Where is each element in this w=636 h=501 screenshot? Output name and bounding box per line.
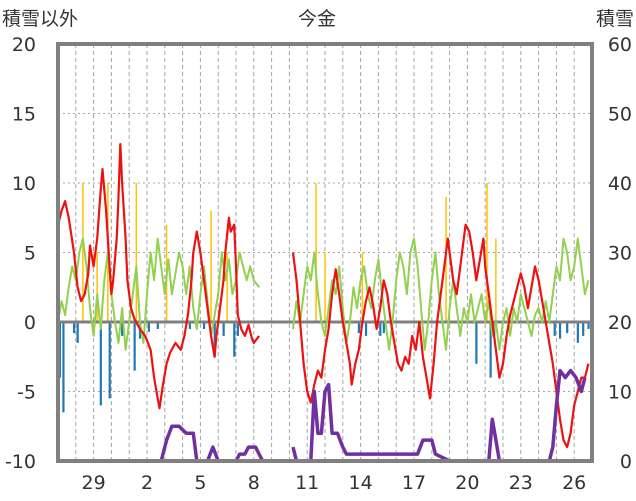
x-tick-label: 8 xyxy=(248,472,260,494)
precipitation-bar xyxy=(364,322,368,336)
x-tick-label: 20 xyxy=(455,472,479,494)
chart-title: 今金 xyxy=(298,8,336,30)
left-tick-label: 20 xyxy=(12,34,36,56)
precipitation-bar xyxy=(582,322,585,336)
x-axis-tick-labels: 29 2 5 8 11 14 17 20 23 26 xyxy=(82,472,587,494)
left-tick-label: 15 xyxy=(12,104,36,126)
precipitation-bar xyxy=(188,322,191,329)
precipitation-bar xyxy=(62,322,65,413)
right-axis-title: 積雪 xyxy=(596,8,634,30)
line-series xyxy=(56,143,590,463)
precipitation-bar xyxy=(108,322,111,399)
precipitation-bar xyxy=(587,322,590,329)
x-tick-label: 14 xyxy=(349,472,373,494)
precipitation-bar xyxy=(236,322,239,336)
precipitation-bar xyxy=(156,322,159,329)
precipitation-bar xyxy=(553,322,556,336)
precipitation-bar xyxy=(379,322,382,336)
left-tick-label: -5 xyxy=(17,382,36,404)
precipitation-bar xyxy=(73,322,76,334)
left-tick-label: 0 xyxy=(24,312,36,334)
precipitation-bar xyxy=(99,322,102,406)
snow_depth-line xyxy=(291,368,587,463)
temperature-line xyxy=(291,223,590,449)
snow_depth-line xyxy=(58,424,265,463)
precipitation-bar xyxy=(489,322,492,378)
precipitation-bar xyxy=(213,322,216,357)
right-tick-label: 40 xyxy=(608,173,632,195)
precipitation-bar xyxy=(222,322,225,336)
humidity_like-line xyxy=(292,237,590,351)
plot-frame xyxy=(56,42,594,463)
precipitation-bar xyxy=(202,322,206,329)
x-tick-label: 17 xyxy=(402,472,426,494)
right-tick-label: 50 xyxy=(608,104,632,126)
x-tick-label: 11 xyxy=(295,472,319,494)
left-tick-label: 5 xyxy=(24,243,36,265)
precipitation-bar xyxy=(233,322,236,357)
temperature-line xyxy=(56,143,260,410)
precipitation-bar xyxy=(357,322,361,334)
left-axis-tick-labels: 20 15 10 5 0 -5 -10 xyxy=(5,34,36,473)
precipitation-bar xyxy=(576,322,579,343)
left-tick-label: -10 xyxy=(5,451,36,473)
precipitation-bar xyxy=(475,322,478,364)
right-tick-label: 0 xyxy=(620,451,632,473)
right-axis-tick-labels: 60 50 40 30 20 10 0 xyxy=(608,34,632,473)
x-tick-label: 29 xyxy=(82,472,106,494)
x-tick-label: 5 xyxy=(194,472,206,494)
precipitation-bar xyxy=(76,322,79,343)
x-tick-label: 26 xyxy=(562,472,586,494)
precipitation-bar xyxy=(147,322,150,332)
precipitation-bar xyxy=(382,322,385,334)
x-tick-label: 23 xyxy=(509,472,533,494)
right-tick-label: 30 xyxy=(608,243,632,265)
right-tick-label: 20 xyxy=(608,312,632,334)
right-tick-label: 60 xyxy=(608,34,632,56)
precipitation-bar xyxy=(558,322,562,339)
precipitation-bar xyxy=(133,322,136,371)
x-tick-label: 2 xyxy=(141,472,153,494)
right-tick-label: 10 xyxy=(608,382,632,404)
precipitation-bar xyxy=(566,322,569,334)
left-tick-label: 10 xyxy=(12,173,36,195)
precipitation-bar xyxy=(121,322,124,336)
left-axis-title: 積雪以外 xyxy=(2,8,78,30)
